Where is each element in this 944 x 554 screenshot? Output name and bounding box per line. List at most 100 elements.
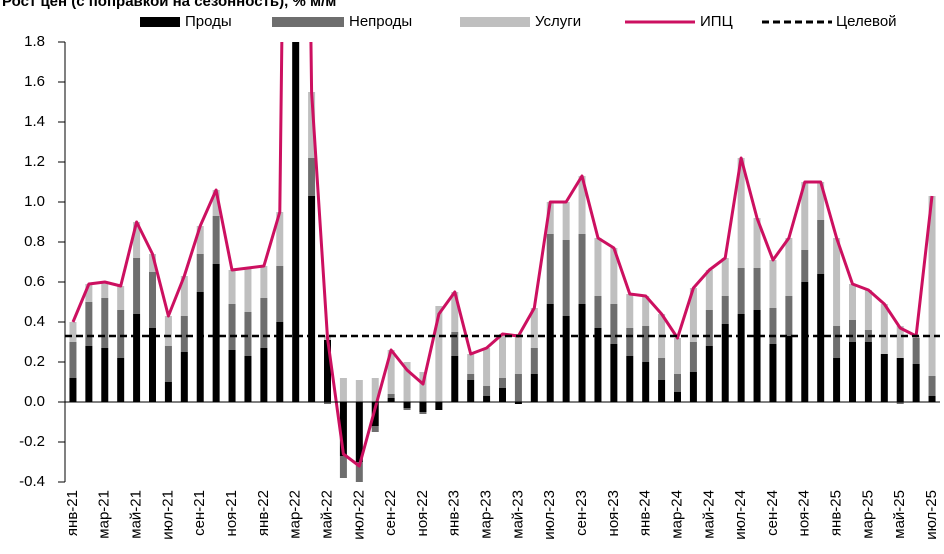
bar-segment (117, 358, 125, 402)
y-tick-label: 0.2 (24, 353, 45, 370)
bar-segment (467, 380, 475, 402)
bar-segment (101, 298, 109, 348)
bar-segment (578, 304, 586, 402)
legend-label: Непроды (349, 13, 412, 30)
legend-swatch (460, 17, 530, 27)
y-tick-label: 0.4 (24, 313, 45, 330)
bar-segment (864, 342, 872, 402)
bar-segment (721, 324, 729, 402)
bar-segment (101, 282, 109, 298)
y-tick-label: 0.6 (24, 273, 45, 290)
bar-segment (674, 392, 681, 402)
bar-segment (546, 202, 554, 234)
bar-segment (467, 374, 475, 380)
x-tick-label: июл-24 (732, 490, 749, 540)
bar-segment (801, 282, 809, 402)
bar-segment (896, 402, 904, 404)
bar-segment (626, 356, 634, 402)
y-tick-label: -0.2 (19, 433, 45, 450)
bar-segment (164, 382, 172, 402)
bar-segment (689, 288, 697, 342)
bar-segment (928, 376, 936, 396)
bar-segment (546, 234, 554, 304)
bar-segment (674, 338, 681, 374)
bar-segment (149, 328, 156, 402)
bar-segment (69, 378, 77, 402)
bar-segment (912, 364, 920, 402)
bar-segment (451, 356, 459, 402)
bar-segment (674, 374, 681, 392)
bar-segment (642, 362, 650, 402)
x-tick-label: янв-25 (828, 490, 845, 536)
x-tick-label: сен-21 (191, 490, 208, 536)
bar-segment (403, 402, 411, 408)
bar-segment (785, 336, 793, 402)
bar-segment (85, 346, 93, 402)
bar-segment (117, 286, 125, 310)
bar-segment (833, 238, 841, 326)
bar-segment (928, 196, 936, 376)
bar-segment (308, 92, 316, 158)
chart-title: Рост цен (с поправкой на сезонность), % … (2, 0, 336, 10)
bar-segment (196, 254, 204, 292)
y-tick-label: -0.4 (19, 473, 45, 490)
x-tick-label: мар-23 (478, 490, 495, 539)
bar-segment (705, 270, 713, 310)
x-tick-label: янв-22 (255, 490, 272, 536)
bar-segment (483, 348, 491, 386)
x-tick-label: май-21 (128, 490, 145, 539)
bar-segment (180, 276, 188, 316)
bar-segment (817, 182, 825, 220)
x-tick-label: мар-22 (287, 490, 304, 539)
legend-swatch (272, 17, 344, 27)
x-tick-label: май-25 (891, 490, 908, 539)
bar-segment (371, 426, 379, 432)
bar-segment (324, 340, 331, 402)
y-tick-label: 0.8 (24, 233, 45, 250)
bar-segment (212, 216, 220, 264)
y-tick-label: 0.0 (24, 393, 45, 410)
bar-segment (403, 408, 411, 410)
x-tick-label: янв-23 (446, 490, 463, 536)
bar-segment (896, 326, 904, 358)
bar-segment (753, 310, 761, 402)
bar-segment (228, 350, 236, 402)
x-tick-label: янв-24 (637, 490, 654, 536)
x-tick-label: июл-25 (923, 490, 940, 540)
y-tick-label: 1.8 (24, 33, 45, 50)
bar-segment (196, 226, 204, 254)
bar-segment (435, 402, 443, 410)
bar-segment (626, 328, 634, 356)
bar-segment (562, 202, 570, 240)
bar-segment (514, 374, 522, 402)
bar-segment (785, 296, 793, 336)
x-tick-label: июл-21 (159, 490, 176, 540)
legend-label: Услуги (535, 13, 581, 30)
bar-segment (69, 342, 77, 378)
bar-segment (276, 266, 284, 322)
bar-segment (530, 348, 538, 374)
bar-segment (419, 402, 427, 412)
bar-segment (737, 158, 745, 268)
bar-segment (69, 322, 77, 342)
bar-segment (260, 266, 268, 298)
bar-segment (833, 358, 841, 402)
bar-segment (769, 308, 777, 344)
x-tick-label: сен-22 (382, 490, 399, 536)
bar-segment (721, 296, 729, 324)
bar-segment (705, 346, 713, 402)
bar-segment (260, 298, 268, 348)
bar-segment (658, 380, 666, 402)
legend-swatch (140, 17, 180, 27)
bar-segment (324, 402, 331, 404)
x-tick-label: ноя-24 (796, 490, 813, 536)
bar-segment (610, 248, 618, 304)
bar-segment (880, 354, 888, 402)
bar-segment (403, 362, 411, 402)
bar-segment (833, 326, 841, 358)
bar-segment (133, 222, 141, 258)
bar-segment (594, 328, 602, 402)
bar-segment (546, 304, 554, 402)
bar-segment (451, 292, 459, 332)
bar-segment (467, 354, 475, 374)
